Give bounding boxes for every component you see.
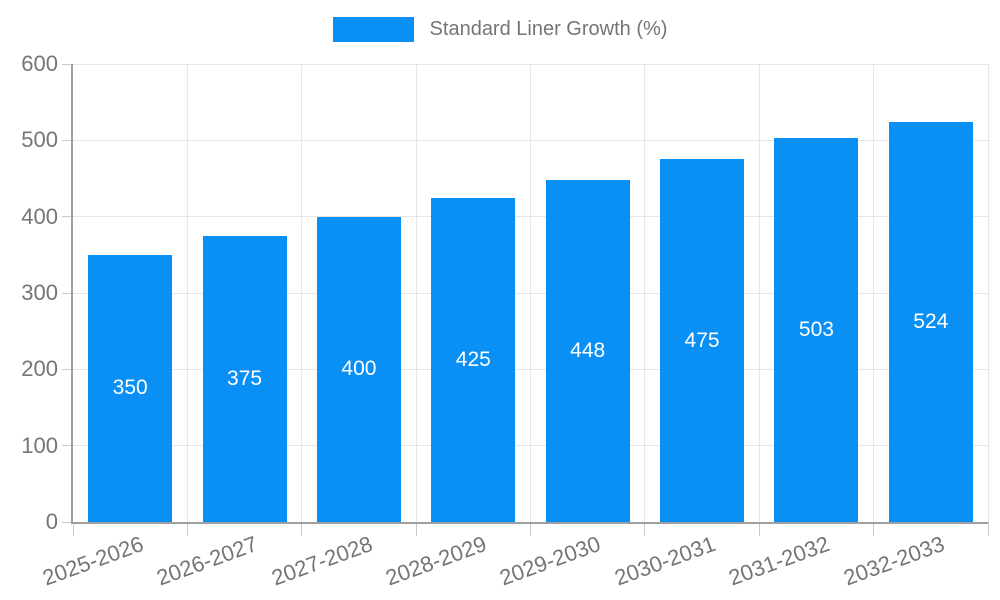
x-axis-tick-label: 2030-2031 (611, 531, 719, 591)
bar[interactable] (431, 197, 516, 522)
legend-label: Standard Liner Growth (%) (429, 18, 668, 40)
v-gridline (415, 64, 417, 522)
x-axis-tick-label: 2025-2026 (39, 531, 147, 591)
y-axis-tick (62, 63, 73, 65)
v-gridline (301, 64, 303, 522)
bar-value-label: 375 (227, 366, 263, 390)
bar-value-label: 448 (570, 339, 606, 362)
v-gridline (530, 64, 531, 522)
bar[interactable] (202, 235, 287, 522)
v-gridline (758, 64, 760, 522)
legend[interactable]: Standard Liner Growth (%) (0, 17, 1000, 42)
bar[interactable] (888, 122, 973, 522)
x-axis-tick (301, 522, 303, 536)
y-axis-tick-label: 400 (21, 203, 58, 229)
y-axis-tick (62, 445, 73, 447)
y-axis-tick (62, 139, 73, 141)
y-axis-tick (62, 368, 73, 370)
bar[interactable] (316, 216, 401, 522)
x-axis-line (71, 522, 988, 524)
bar[interactable] (660, 159, 745, 522)
y-axis-tick-label: 300 (21, 280, 58, 305)
bar-value-label: 350 (112, 376, 148, 400)
x-axis-tick-label: 2029-2030 (496, 531, 605, 591)
y-axis-tick-label: 200 (21, 356, 58, 382)
v-gridline (644, 64, 646, 522)
bar-value-label: 475 (684, 328, 720, 352)
x-axis-tick (987, 522, 989, 536)
x-axis-tick (758, 522, 760, 536)
x-axis-tick-label: 2031-2032 (725, 531, 833, 591)
y-axis-tick (62, 292, 73, 294)
v-gridline (186, 64, 188, 522)
bar[interactable] (88, 254, 173, 522)
y-axis-tick-label: 0 (45, 509, 58, 534)
y-axis-tick-label: 100 (21, 432, 58, 458)
x-axis-tick (72, 522, 74, 536)
x-axis-tick (186, 522, 188, 536)
x-axis-tick-label: 2032-2033 (839, 531, 948, 591)
x-axis-tick (415, 522, 417, 536)
bar[interactable] (545, 180, 630, 522)
legend-swatch (332, 17, 414, 42)
y-axis-line (71, 64, 73, 524)
y-axis-tick (62, 216, 73, 218)
x-axis-tick (530, 522, 531, 536)
x-axis-tick-label: 2026-2027 (153, 531, 262, 591)
x-axis-tick-label: 2028-2029 (382, 531, 490, 591)
bar-value-label: 400 (341, 357, 377, 381)
bar-value-label: 425 (455, 347, 491, 371)
bar-value-label: 503 (798, 318, 834, 342)
v-gridline (987, 64, 989, 522)
y-axis-tick-label: 600 (21, 51, 58, 76)
x-axis-tick-label: 2027-2028 (268, 531, 376, 591)
y-axis-tick (62, 521, 73, 523)
y-axis-tick-label: 500 (21, 127, 58, 153)
bar[interactable] (774, 138, 859, 522)
bar-value-label: 524 (913, 310, 949, 333)
x-axis-tick (644, 522, 646, 536)
v-gridline (873, 64, 875, 522)
x-axis-tick (873, 522, 875, 536)
